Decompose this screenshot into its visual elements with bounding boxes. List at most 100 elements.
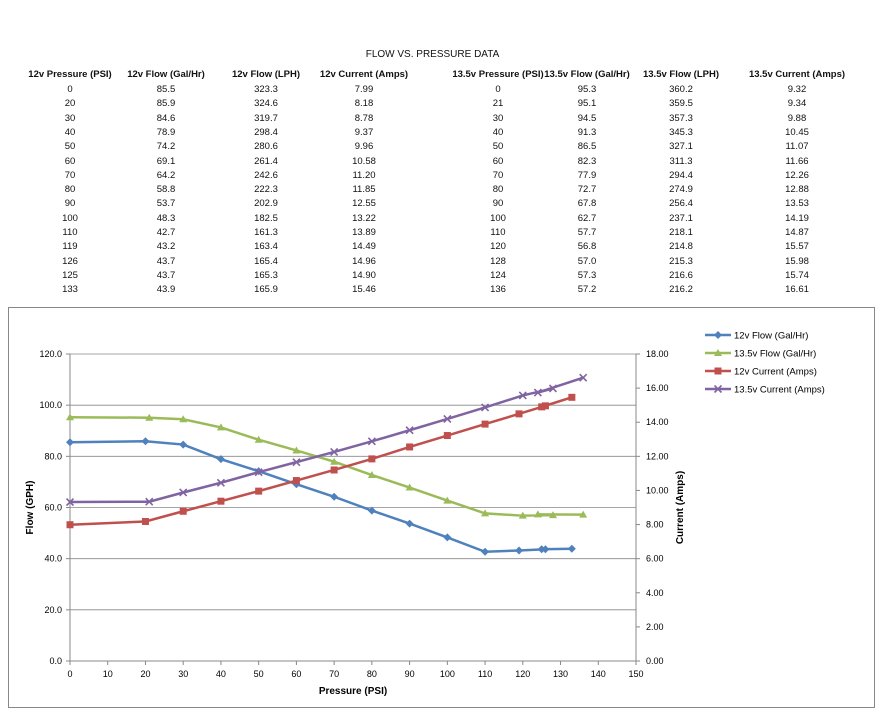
x-tick-label: 90	[405, 669, 415, 679]
data-point-12v-current-amps	[568, 393, 576, 401]
data-point-13-5v-flow-gal-hr	[145, 413, 154, 421]
table-cell: 256.4	[669, 198, 693, 210]
table-cell: 42.7	[156, 227, 176, 238]
table-cell: 11.85	[352, 184, 376, 196]
table-cell: 67.8	[577, 198, 597, 210]
data-point-12v-current-amps	[141, 517, 149, 525]
data-point-13-5v-current-amps	[481, 403, 490, 412]
x-tick-label: 70	[329, 669, 339, 679]
table-cell: 12.26	[785, 169, 809, 181]
data-point-12v-flow-gal-hr	[141, 437, 150, 446]
y-axis-title: Flow (GPH)	[25, 481, 36, 535]
x-tick-label: 100	[440, 669, 455, 679]
table-cell: 84.6	[156, 112, 176, 124]
table-cell: 119	[62, 241, 78, 253]
table-cell: 85.5	[156, 84, 176, 95]
column-header: 13.5v Pressure (PSI)	[452, 69, 544, 80]
legend-label: 13.5v Flow (Gal/Hr)	[734, 349, 816, 360]
data-point-13-5v-current-amps	[367, 437, 376, 446]
table-cell: 82.3	[577, 155, 597, 167]
table-cell: 95.1	[577, 98, 597, 110]
table-cell: 125	[62, 269, 78, 281]
data-point-13-5v-flow-gal-hr	[367, 471, 376, 479]
table-cell: 80	[492, 184, 504, 196]
data-point-12v-current-amps	[368, 455, 376, 463]
table-cell: 70	[64, 169, 76, 181]
y-tick-label: 80.0	[44, 451, 62, 461]
table-cell: 218.1	[669, 227, 693, 238]
data-point-13-5v-flow-gal-hr	[533, 510, 542, 518]
table-title: FLOW VS. PRESSURE DATA	[365, 49, 500, 60]
legend-marker	[714, 331, 722, 339]
table-cell: 90	[64, 198, 76, 210]
table-cell: 58.8	[156, 184, 176, 196]
data-point-12v-current-amps	[515, 410, 523, 418]
table-cell: 50	[492, 141, 504, 153]
table-cell: 274.9	[669, 184, 693, 196]
column-header: 12v Flow (LPH)	[231, 69, 301, 80]
table-cell: 215.3	[669, 255, 693, 267]
table-cell: 15.57	[785, 241, 809, 253]
table-cell: 294.4	[669, 169, 693, 181]
table-cell: 345.3	[669, 126, 693, 138]
column-header: 12v Current (Amps)	[319, 69, 409, 80]
table-cell: 57.2	[577, 284, 597, 296]
column-header: 12v Flow (Gal/Hr)	[127, 69, 205, 80]
data-point-12v-current-amps	[330, 466, 338, 474]
data-point-13-5v-flow-gal-hr	[443, 496, 452, 504]
data-point-13-5v-current-amps	[254, 468, 263, 477]
table-cell: 60	[64, 155, 76, 167]
data-point-13-5v-flow-gal-hr	[292, 446, 301, 454]
data-point-13-5v-flow-gal-hr	[216, 423, 225, 431]
table-cell: 14.96	[352, 255, 376, 267]
table-cell: 77.9	[577, 169, 597, 181]
data-point-13-5v-current-amps	[292, 458, 301, 467]
data-point-13-5v-current-amps	[65, 497, 75, 507]
data-point-13-5v-current-amps	[443, 414, 452, 424]
data-point-13-5v-flow-gal-hr	[405, 483, 414, 491]
table-cell: 9.34	[787, 98, 807, 110]
y-tick-label: 20.0	[44, 605, 62, 615]
x-tick-label: 80	[367, 669, 377, 679]
table-cell: 12.55	[352, 198, 376, 210]
y2-tick-label: 12.00	[646, 451, 669, 461]
x-tick-label: 50	[254, 669, 264, 679]
table-cell: 9.37	[354, 126, 374, 138]
x-tick-label: 10	[103, 669, 113, 679]
table-cell: 323.3	[254, 84, 278, 95]
table-cell: 40	[492, 126, 504, 138]
data-point-13-5v-flow-gal-hr	[579, 510, 588, 518]
table-cell: 10.58	[352, 155, 376, 167]
data-point-13-5v-flow-gal-hr	[179, 415, 188, 423]
table-cell: 311.3	[669, 155, 693, 167]
y2-tick-label: 4.00	[646, 588, 664, 598]
table-cell: 43.7	[156, 269, 176, 281]
table-cell: 165.9	[254, 284, 278, 296]
table-cell: 8.78	[354, 112, 374, 124]
y-tick-label: 40.0	[44, 554, 62, 564]
data-point-13-5v-current-amps	[179, 488, 188, 497]
y2-tick-label: 10.00	[646, 485, 669, 495]
y2-tick-label: 6.00	[646, 554, 664, 564]
table-cell: 40	[64, 126, 76, 138]
table-cell: 56.8	[577, 241, 597, 253]
data-point-12v-flow-gal-hr	[481, 547, 490, 556]
y2-tick-label: 8.00	[646, 520, 664, 530]
table-cell: 124	[490, 269, 506, 281]
data-point-13-5v-current-amps	[533, 388, 542, 397]
table-cell: 161.3	[254, 227, 278, 238]
table-cell: 15.98	[785, 255, 809, 267]
table-cell: 50	[64, 141, 76, 153]
data-point-12v-current-amps	[292, 477, 300, 485]
table-cell: 21	[492, 98, 504, 110]
table-cell: 57.0	[577, 255, 597, 267]
table-cell: 163.4	[254, 241, 278, 253]
x-tick-label: 140	[591, 669, 606, 679]
table-cell: 64.2	[156, 169, 176, 181]
data-point-13-5v-current-amps	[145, 497, 154, 506]
table-cell: 165.4	[254, 255, 278, 267]
x-tick-label: 120	[515, 669, 530, 679]
data-point-12v-flow-gal-hr	[515, 546, 524, 555]
y2-tick-label: 16.00	[646, 383, 669, 393]
